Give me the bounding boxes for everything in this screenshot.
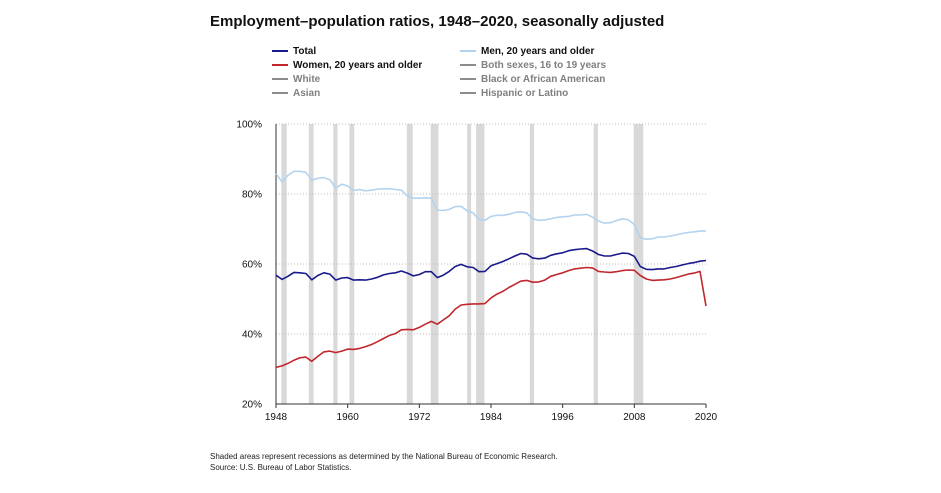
legend-label-women: Women, 20 years and older (293, 59, 423, 71)
x-tick-label-5: 2008 (623, 412, 646, 423)
legend-item-total[interactable]: Total (272, 44, 316, 58)
legend-label-men: Men, 20 years and older (481, 45, 595, 57)
y-tick-label-1: 40% (242, 330, 262, 341)
legend-label-black: Black or African American (481, 73, 606, 85)
recession-band-4 (406, 124, 413, 404)
recession-band-5 (430, 124, 439, 404)
legend-swatch-total (272, 50, 288, 52)
series-line-men-20-years-and-older (275, 170, 706, 240)
legend-item-black[interactable]: Black or African American (460, 72, 605, 86)
y-tick-label-4: 100% (236, 120, 262, 131)
legend-item-white[interactable]: White (272, 72, 320, 86)
legend-label-total: Total (293, 45, 317, 57)
legend-label-hispanic: Hispanic or Latino (481, 87, 569, 99)
recession-band-2 (333, 124, 338, 404)
legend-item-men[interactable]: Men, 20 years and older (460, 44, 594, 58)
legend-item-women[interactable]: Women, 20 years and older (272, 58, 422, 72)
legend-swatch-women (272, 64, 288, 66)
legend-label-asian: Asian (293, 87, 321, 99)
x-tick-label-4: 1996 (552, 412, 575, 423)
series-line-women-20-years-and-older (275, 266, 707, 369)
legend-label-teens: Both sexes, 16 to 19 years (481, 59, 607, 71)
x-tick-label-3: 1984 (480, 412, 503, 423)
legend-swatch-white (272, 78, 288, 80)
y-tick-label-3: 80% (242, 190, 262, 201)
y-tick-label-0: 20% (242, 400, 262, 411)
legend-swatch-asian (272, 92, 288, 94)
recession-band-1 (308, 124, 314, 404)
series-line-total (275, 247, 707, 281)
footnote-recessions: Shaded areas represent recessions as det… (210, 452, 558, 461)
x-tick-label-6: 2020 (695, 412, 718, 423)
footnote: Shaded areas represent recessions as det… (210, 451, 558, 473)
recession-band-9 (593, 124, 598, 404)
legend-item-hispanic[interactable]: Hispanic or Latino (460, 86, 568, 100)
y-tick-label-2: 60% (242, 260, 262, 271)
recession-band-0 (281, 124, 287, 404)
x-tick-label-1: 1960 (337, 412, 360, 423)
legend-swatch-teens (460, 64, 476, 66)
legend-swatch-hispanic (460, 92, 476, 94)
legend-item-teens[interactable]: Both sexes, 16 to 19 years (460, 58, 606, 72)
x-tick-label-2: 1972 (408, 412, 431, 423)
legend-swatch-black (460, 78, 476, 80)
chart-title: Employment–population ratios, 1948–2020,… (210, 13, 665, 30)
x-tick-label-0: 1948 (265, 412, 288, 423)
legend-label-white: White (293, 73, 321, 85)
legend-swatch-men (460, 50, 476, 52)
recession-band-6 (467, 124, 472, 404)
footnote-source: Source: U.S. Bureau of Labor Statistics. (210, 463, 352, 472)
legend-item-asian[interactable]: Asian (272, 86, 320, 100)
